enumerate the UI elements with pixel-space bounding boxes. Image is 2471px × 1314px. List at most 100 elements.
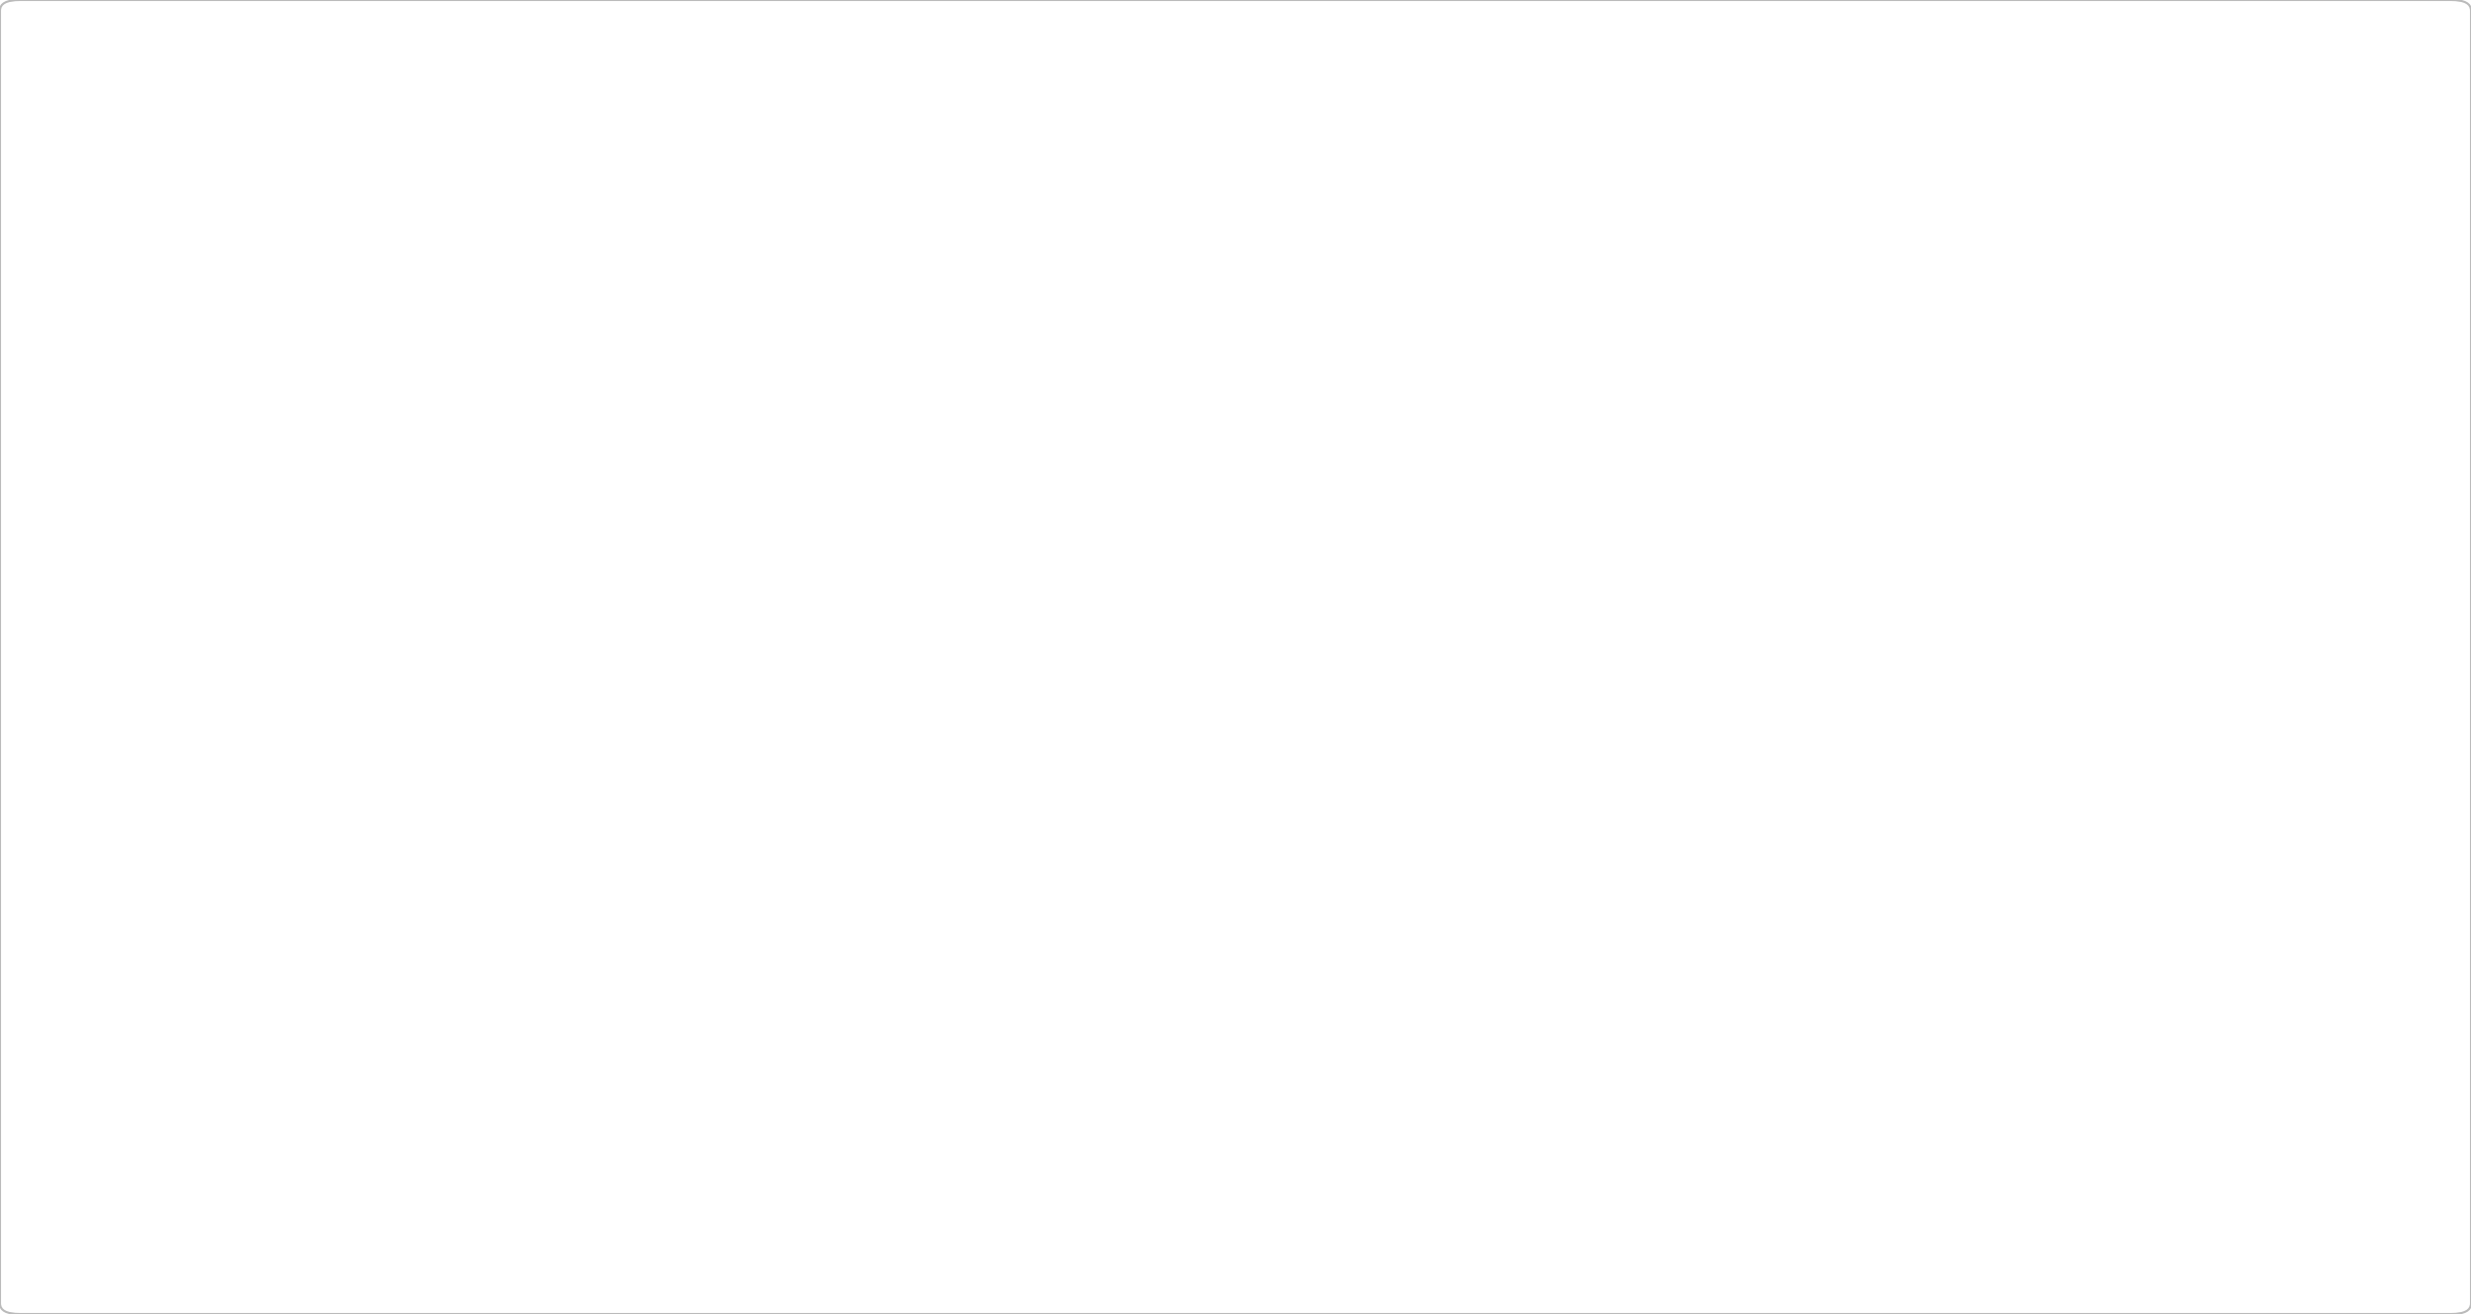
Bar (1621, 632, 1638, 649)
Bar (1169, 882, 1206, 903)
Text: -4: -4 (1144, 790, 1156, 803)
Text: -6: -6 (1127, 712, 1139, 725)
Text: 90: 90 (981, 405, 996, 418)
Bar (1712, 922, 1730, 940)
Text: 368: 368 (976, 578, 1001, 591)
Bar (1169, 787, 1206, 807)
Text: +19: +19 (1391, 982, 1418, 995)
Text: 30: 30 (981, 790, 996, 803)
Text: Income tax expenses: Income tax expenses (381, 886, 514, 899)
Text: =: = (346, 578, 358, 591)
Text: Revenue: Revenue (381, 482, 442, 495)
Ellipse shape (1282, 1022, 1317, 1056)
Text: Selling and general administrative expenses: Selling and general administrative expen… (381, 673, 660, 686)
Text: 121: 121 (887, 444, 909, 456)
Bar (1796, 1018, 1814, 1035)
Text: Research and development expenses: Research and development expenses (381, 635, 618, 648)
Bar (1112, 820, 1206, 851)
Ellipse shape (1087, 661, 1124, 699)
Text: 23: 23 (892, 886, 907, 899)
Bar (2140, 979, 2155, 996)
Text: -: - (346, 539, 351, 552)
Text: -4: -4 (1144, 886, 1156, 899)
Text: PY – AC: PY – AC (415, 265, 477, 280)
Text: SG&A: mUSD +5 Penatibus dolor sit amet, consectetuure adipiscing elit. Aenean co: SG&A: mUSD +5 Penatibus dolor sit amet, … (1327, 1101, 1920, 1112)
Text: +4.8: +4.8 (1846, 578, 1880, 591)
Text: 222: 222 (976, 829, 1001, 842)
Bar (1858, 749, 1875, 766)
Bar (1819, 364, 1836, 381)
Text: R&D Expense: mUSD +13 Sit amet, consectetuer adipi scing elit. Eget dolor. Aenea: R&D Expense: mUSD +13 Sit amet, consecte… (1327, 1033, 1947, 1056)
Text: +316.7: +316.7 (2202, 982, 2246, 995)
Text: -5.2: -5.2 (1695, 673, 1720, 686)
Text: Cost of Sales: mUSD +6 Satoque penatibus dolor sit amet, consectetuer adipi scin: Cost of Sales: mUSD +6 Satoque penatibus… (393, 1101, 1011, 1125)
Text: +17: +17 (1374, 578, 1401, 591)
Text: -: - (346, 712, 351, 725)
Text: 128: 128 (976, 444, 1001, 456)
Text: -6: -6 (1127, 539, 1139, 552)
Bar (2167, 1120, 2177, 1131)
Text: +1: +1 (1226, 752, 1245, 765)
Text: =: = (346, 482, 358, 495)
Text: Other operating income: Other operating income (381, 712, 531, 725)
Ellipse shape (1001, 622, 1040, 660)
Text: 195: 195 (976, 925, 1001, 938)
Text: -: - (346, 673, 351, 686)
Text: 1: 1 (363, 1035, 371, 1045)
Bar (1085, 631, 1206, 650)
Text: Income from continuing operations: Income from continuing operations (381, 925, 628, 938)
Circle shape (1910, 215, 2009, 268)
Text: PY: PY (892, 330, 907, 343)
Text: 122: 122 (887, 539, 909, 552)
Text: °: ° (1957, 246, 1962, 254)
Text: 11: 11 (892, 752, 907, 765)
Text: Support revenue: Support revenue (381, 405, 487, 418)
Bar (2152, 1106, 2162, 1131)
Bar (1806, 402, 1824, 419)
Text: +: + (346, 444, 358, 456)
Text: 473: 473 (885, 482, 912, 495)
Text: 27: 27 (981, 712, 996, 725)
Ellipse shape (348, 1092, 383, 1126)
Text: +9.1: +9.1 (1885, 752, 1917, 765)
Bar (1206, 401, 1233, 422)
Bar (1665, 788, 1683, 805)
Text: 2014: 2014 (351, 265, 393, 280)
Bar (1077, 916, 1206, 946)
Text: 209: 209 (885, 925, 912, 938)
Ellipse shape (1386, 353, 1423, 392)
Text: -11.8: -11.8 (1628, 790, 1661, 803)
Text: 215: 215 (885, 1020, 912, 1033)
Text: =: = (346, 1020, 358, 1033)
Bar (1609, 711, 1626, 728)
Text: -14: -14 (1043, 925, 1065, 938)
Text: =: = (346, 925, 358, 938)
Text: 78: 78 (890, 635, 907, 648)
Text: Income from continuing operations before tax: Income from continuing operations before… (381, 829, 707, 842)
Text: =: = (346, 829, 358, 842)
Bar (1206, 1012, 1250, 1042)
Text: +23: +23 (1428, 482, 1455, 495)
Text: Other operating expenses: Other operating expenses (381, 752, 544, 765)
Text: ΔPY: ΔPY (1193, 330, 1216, 343)
Bar (1149, 535, 1206, 556)
Text: 91: 91 (981, 635, 996, 648)
Bar (1206, 474, 1416, 505)
Text: +: + (346, 982, 358, 995)
Text: 220: 220 (976, 1020, 1001, 1033)
Text: Software: mUSD +13 Lorem ipsum dolor sit amet, consectetuer adipi scing elit. Ae: Software: mUSD +13 Lorem ipsum dolor sit… (393, 1033, 991, 1056)
Text: +5: +5 (1263, 1020, 1282, 1033)
Bar (1735, 827, 1752, 845)
Text: 87: 87 (890, 405, 907, 418)
Text: -10: -10 (1080, 829, 1102, 842)
Ellipse shape (1282, 1092, 1317, 1126)
Text: +13: +13 (1337, 365, 1362, 378)
Text: 102: 102 (976, 673, 1001, 686)
Bar (1206, 440, 1270, 460)
Text: in mUSD: in mUSD (662, 239, 734, 254)
Bar (1730, 537, 1747, 555)
Text: 2: 2 (363, 1104, 371, 1113)
Text: +4.9: +4.9 (1848, 365, 1878, 378)
Text: 4: 4 (1297, 1104, 1305, 1113)
Text: Income from discontinued operations: Income from discontinued operations (381, 982, 615, 995)
